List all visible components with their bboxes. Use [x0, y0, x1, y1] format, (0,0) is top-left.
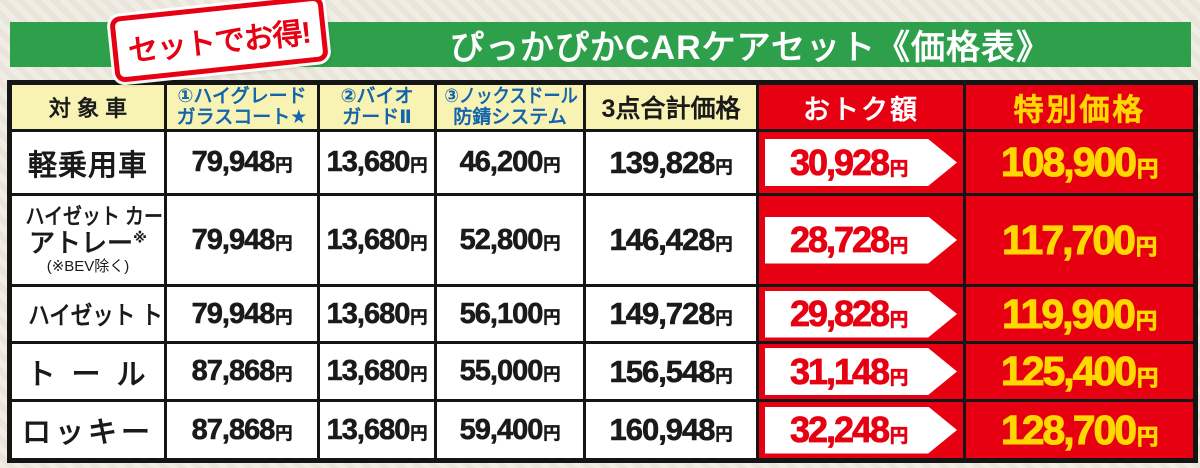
total-cell: 156,548 円: [583, 341, 759, 402]
discount-arrow: 32,248 円: [765, 406, 957, 454]
model-cell: ハイゼット トラック: [8, 284, 167, 344]
price-item1-cell: 79,948 円: [164, 129, 320, 196]
price-item2-cell: 13,680 円: [317, 129, 437, 196]
price-item3-cell: 56,100 円: [434, 284, 586, 344]
price-item3-cell: 59,400 円: [434, 399, 586, 462]
header-special: 特別価格: [963, 81, 1197, 132]
header-total: 3点合計価格: [583, 81, 759, 132]
price-item3-cell: 52,800 円: [434, 193, 586, 287]
special-price-cell: 119,900 円: [963, 284, 1197, 344]
discount-arrow: 30,928 円: [765, 139, 957, 186]
price-item2-cell: 13,680 円: [317, 284, 437, 344]
table-row: ロッキー 87,868 円 13,680 円 59,400 円 160,948 円 32…: [8, 399, 1197, 462]
price-item1-cell: 87,868 円: [164, 399, 320, 462]
price-item3-cell: 55,000 円: [434, 341, 586, 402]
model-cell: 軽乗用車: [8, 129, 167, 196]
header-discount: おトク額: [756, 81, 966, 132]
discount-cell: 31,148 円: [756, 341, 966, 402]
discount-cell: 32,248 円: [756, 399, 966, 462]
discount-cell: 29,828 円: [756, 284, 966, 344]
total-cell: 160,948 円: [583, 399, 759, 462]
model-cell: ト ー ル: [8, 341, 167, 402]
special-price-cell: 117,700 円: [963, 193, 1197, 287]
page-title: ぴっかぴかCARケアセット《価格表》: [450, 29, 1051, 67]
price-item3-cell: 46,200 円: [434, 129, 586, 196]
total-cell: 146,428 円: [583, 193, 759, 287]
model-cell: ロッキー: [8, 399, 167, 462]
discount-cell: 30,928 円: [756, 129, 966, 196]
price-item1-cell: 87,868 円: [164, 341, 320, 402]
price-table: 対 象 車 ①ハイグレード ガラスコート★ ②バイオ ガードⅡ ③ノックスドール…: [7, 80, 1198, 463]
total-cell: 139,828 円: [583, 129, 759, 196]
set-deal-badge: セットでお得!: [109, 0, 329, 84]
discount-arrow: 29,828 円: [765, 290, 957, 338]
discount-arrow: 31,148 円: [765, 348, 957, 395]
price-item1-cell: 79,948 円: [164, 284, 320, 344]
header-item1: ①ハイグレード ガラスコート★: [164, 81, 320, 132]
total-cell: 149,728 円: [583, 284, 759, 344]
table-row: ト ー ル 87,868 円 13,680 円 55,000 円 156,548 円 3…: [8, 341, 1197, 402]
header-model: 対 象 車: [8, 81, 167, 132]
header-item2: ②バイオ ガードⅡ: [317, 81, 437, 132]
discount-arrow: 28,728 円: [765, 216, 957, 264]
model-cell: ハイゼット カーゴ※ アトレー※ (※BEV除く): [8, 193, 167, 287]
special-price-cell: 125,400 円: [963, 341, 1197, 402]
price-item1-cell: 79,948 円: [164, 193, 320, 287]
price-item2-cell: 13,680 円: [317, 193, 437, 287]
price-item2-cell: 13,680 円: [317, 399, 437, 462]
table-row: 軽乗用車 79,948 円 13,680 円 46,200 円 139,828 円 30…: [8, 129, 1197, 196]
special-price-cell: 128,700 円: [963, 399, 1197, 462]
header-item3: ③ノックスドール 防錆システム: [434, 81, 586, 132]
special-price-cell: 108,900 円: [963, 129, 1197, 196]
table-header-row: 対 象 車 ①ハイグレード ガラスコート★ ②バイオ ガードⅡ ③ノックスドール…: [8, 81, 1197, 132]
price-item2-cell: 13,680 円: [317, 341, 437, 402]
discount-cell: 28,728 円: [756, 193, 966, 287]
